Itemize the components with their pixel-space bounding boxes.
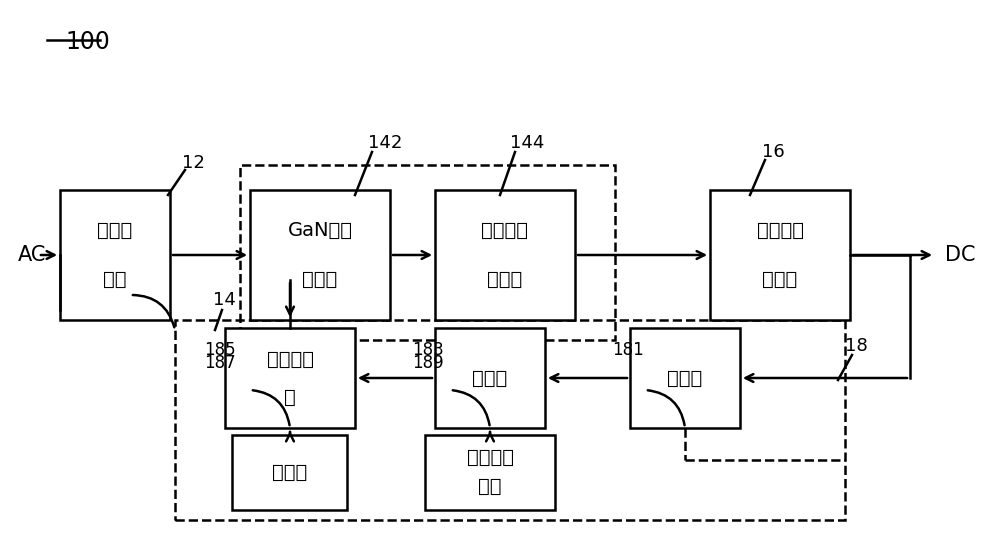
- Bar: [710, 190, 850, 320]
- Text: GaN功率: GaN功率: [288, 221, 352, 240]
- Text: 振荡器: 振荡器: [272, 462, 308, 481]
- Text: 12: 12: [182, 154, 204, 172]
- Text: 185: 185: [204, 341, 236, 359]
- Text: 100: 100: [65, 30, 110, 54]
- Text: 18: 18: [845, 337, 867, 355]
- Bar: [425, 434, 555, 509]
- Bar: [225, 328, 355, 428]
- Text: AC: AC: [18, 245, 46, 265]
- Text: 整流滤: 整流滤: [97, 221, 133, 240]
- Text: 181: 181: [612, 341, 644, 359]
- Text: 16: 16: [762, 143, 784, 161]
- Bar: [240, 165, 615, 340]
- Bar: [175, 320, 845, 520]
- Text: 波器: 波器: [103, 270, 127, 289]
- Text: 模块: 模块: [478, 477, 502, 496]
- Text: 比较器: 比较器: [472, 368, 508, 388]
- Bar: [60, 190, 170, 320]
- Bar: [435, 190, 575, 320]
- Text: 高频平面: 高频平面: [482, 221, 528, 240]
- Text: 脉宽调制: 脉宽调制: [266, 350, 314, 368]
- Text: 调宽方波: 调宽方波: [757, 221, 804, 240]
- Text: 142: 142: [368, 134, 402, 152]
- Text: 14: 14: [213, 291, 235, 309]
- Text: 开关管: 开关管: [302, 270, 338, 289]
- Text: 基准电压: 基准电压: [466, 448, 514, 467]
- Text: 器: 器: [284, 388, 296, 406]
- Bar: [435, 328, 545, 428]
- Bar: [232, 434, 348, 509]
- Bar: [250, 190, 390, 320]
- Text: 144: 144: [510, 134, 544, 152]
- Bar: [630, 328, 740, 428]
- Text: 189: 189: [412, 354, 444, 372]
- Text: DC: DC: [945, 245, 976, 265]
- Text: 变压器: 变压器: [487, 270, 523, 289]
- Text: 187: 187: [204, 354, 236, 372]
- Text: 取样器: 取样器: [667, 368, 703, 388]
- Text: 183: 183: [412, 341, 444, 359]
- Text: 整流器: 整流器: [762, 270, 798, 289]
